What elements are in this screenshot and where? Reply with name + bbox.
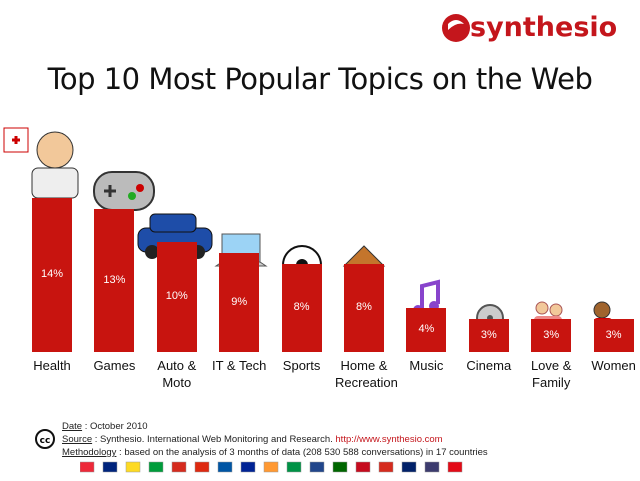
source-line: Source : Synthesio. International Web Mo… xyxy=(62,434,443,445)
value-label: 8% xyxy=(356,301,372,313)
gamepad-icon xyxy=(93,171,155,211)
footnote-key: Date xyxy=(62,421,83,432)
method-line: Methodology : based on the analysis of 3… xyxy=(62,447,488,458)
source-url[interactable]: http://www.synthesio.com xyxy=(335,434,443,445)
value-label: 4% xyxy=(418,323,435,335)
footnote-text: : October 2010 xyxy=(84,421,148,432)
value-label: 3% xyxy=(605,328,622,341)
flags xyxy=(80,461,463,473)
value-label: 8% xyxy=(293,301,310,313)
category-label: Women xyxy=(591,358,636,373)
category-label: Sports xyxy=(282,358,321,373)
bar xyxy=(593,319,634,352)
footnote-text: : based on the analysis of 3 months of d… xyxy=(119,447,488,458)
category-label: Love & Family xyxy=(530,358,572,390)
category-label: Health xyxy=(33,358,71,373)
bar xyxy=(531,319,572,352)
value-label: 13% xyxy=(103,273,126,286)
logo: synthesio xyxy=(470,12,618,43)
footnote-text: : Synthesio. International Web Monitorin… xyxy=(94,434,333,445)
category-label: Music xyxy=(409,358,444,373)
cc-icon: cc xyxy=(35,429,55,449)
category-label: Home & Recreation xyxy=(335,358,398,390)
bar xyxy=(344,264,384,352)
bar xyxy=(468,319,509,352)
category-label: Auto & Moto xyxy=(157,358,197,390)
footnote-key: Source xyxy=(62,434,93,445)
category-label: Cinema xyxy=(466,358,512,373)
date-line: Date : October 2010 xyxy=(62,421,148,432)
category-label: Games xyxy=(93,358,136,373)
category-label: IT & Tech xyxy=(211,358,267,373)
footnote-key: Methodology xyxy=(62,447,117,458)
logo-icon xyxy=(442,14,470,42)
bar xyxy=(156,242,197,352)
bar xyxy=(281,264,322,352)
bar xyxy=(219,253,260,352)
value-label: 3% xyxy=(543,328,560,341)
chart-title: Top 10 Most Popular Topics on the Web xyxy=(47,62,593,96)
doctor-icon xyxy=(3,127,79,199)
value-label: 10% xyxy=(165,290,188,302)
bar xyxy=(94,209,135,352)
value-label: 3% xyxy=(480,328,497,341)
value-label: 14% xyxy=(40,268,64,280)
bar xyxy=(406,308,447,352)
bar xyxy=(32,198,72,352)
value-label: 9% xyxy=(231,295,248,308)
svg-text:cc: cc xyxy=(40,436,51,446)
